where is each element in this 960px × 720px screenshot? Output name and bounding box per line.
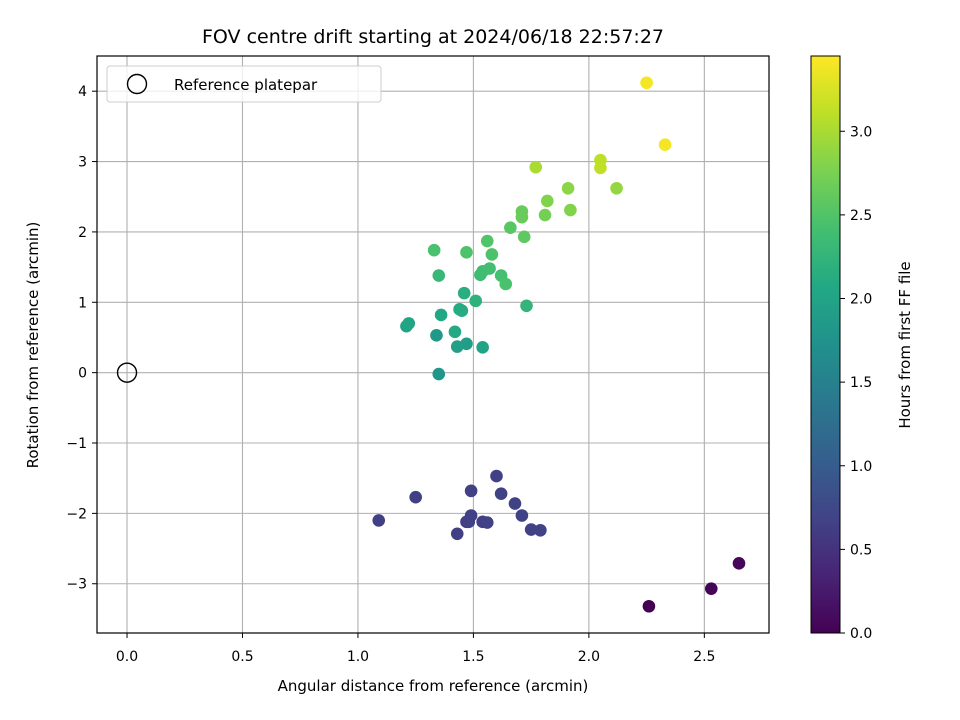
plot-frame [96, 55, 770, 634]
y-tick-label: −3 [66, 577, 87, 593]
grid-lines [97, 56, 769, 633]
x-tick-label: 0.0 [116, 649, 138, 665]
legend: Reference platepar [106, 65, 382, 103]
colorbar-tick-label: 2.0 [850, 292, 872, 308]
scatter-point [529, 160, 543, 174]
colorbar [810, 55, 841, 634]
scatter-point [372, 514, 386, 527]
scatter-point [432, 367, 446, 381]
scatter-point [490, 469, 503, 483]
colorbar-tick-label: 3.0 [850, 124, 872, 140]
scatter-point [658, 138, 672, 151]
scatter-point [534, 523, 547, 537]
scatter-point [480, 234, 494, 248]
x-tick-label: 0.5 [231, 649, 253, 665]
scatter-point [732, 557, 746, 570]
scatter-point [594, 161, 607, 175]
y-tick-label: 2 [78, 225, 87, 241]
scatter-point [476, 341, 489, 354]
reference-point [116, 362, 138, 383]
x-axis-title: Angular distance from reference (arcmin) [278, 677, 589, 695]
scatter-point [457, 286, 471, 300]
data-points [372, 76, 746, 613]
scatter-point [561, 181, 575, 195]
scatter-point [515, 509, 529, 522]
scatter-point [480, 516, 494, 529]
x-tick-label: 2.5 [693, 649, 715, 665]
scatter-point [427, 243, 441, 257]
scatter-point [499, 277, 513, 291]
scatter-point [515, 210, 529, 224]
scatter-point [610, 181, 623, 195]
scatter-point [469, 294, 483, 308]
scatter-point [504, 221, 517, 234]
colorbar-tick-label: 1.5 [850, 375, 872, 391]
legend-label: Reference platepar [174, 76, 318, 94]
scatter-point [430, 329, 443, 342]
x-tick-label: 2.0 [578, 649, 600, 665]
scatter-point [520, 299, 533, 313]
y-tick-label: 1 [78, 295, 87, 311]
scatter-point [450, 340, 464, 353]
scatter-point [434, 308, 448, 322]
colorbar-tick-label: 1.0 [850, 459, 872, 475]
y-tick-label: 3 [78, 155, 87, 171]
scatter-point [432, 269, 446, 282]
scatter-point [517, 230, 531, 244]
scatter-point [541, 194, 554, 208]
colorbar-title: Hours from first FF file [896, 261, 914, 428]
legend-marker-icon [126, 73, 148, 95]
scatter-point [448, 325, 462, 339]
y-tick-label: −1 [66, 436, 87, 452]
scatter-point [450, 527, 464, 541]
scatter-point [704, 582, 718, 595]
scatter-point [524, 523, 538, 536]
y-tick-label: 4 [78, 84, 87, 100]
y-axis-title: Rotation from reference (arcmin) [24, 222, 42, 469]
colorbar-tick-label: 0.0 [850, 626, 872, 642]
colorbar-tick-label: 0.5 [850, 542, 872, 558]
scatter-point [464, 484, 478, 498]
scatter-point [564, 203, 577, 217]
scatter-point [402, 317, 416, 330]
y-tick-label: −2 [66, 506, 87, 522]
scatter-point [485, 248, 499, 261]
scatter-point [460, 246, 473, 259]
chart-title: FOV centre drift starting at 2024/06/18 … [202, 26, 664, 48]
scatter-point [508, 497, 522, 510]
scatter-point [642, 599, 656, 613]
scatter-point [640, 76, 653, 90]
reference-marker [116, 362, 138, 383]
scatter-point [494, 487, 508, 500]
scatter-point [409, 490, 422, 504]
colorbar-tick-label: 2.5 [850, 208, 872, 224]
y-tick-label: 0 [78, 366, 87, 382]
scatter-point [538, 208, 552, 222]
scatter-point [464, 509, 478, 522]
colorbar-ticks: 0.0 0.5 1.0 1.5 2.0 2.5 3.0 [840, 124, 872, 642]
y-axis-ticks: −3 −2 −1 0 1 2 3 4 [66, 84, 97, 593]
scatter-point [455, 304, 469, 318]
x-tick-label: 1.0 [347, 649, 369, 665]
legend-box [106, 65, 382, 103]
scatter-point [483, 262, 496, 275]
x-axis-ticks: 0.0 0.5 1.0 1.5 2.0 2.5 [116, 633, 715, 665]
x-tick-label: 1.5 [462, 649, 484, 665]
